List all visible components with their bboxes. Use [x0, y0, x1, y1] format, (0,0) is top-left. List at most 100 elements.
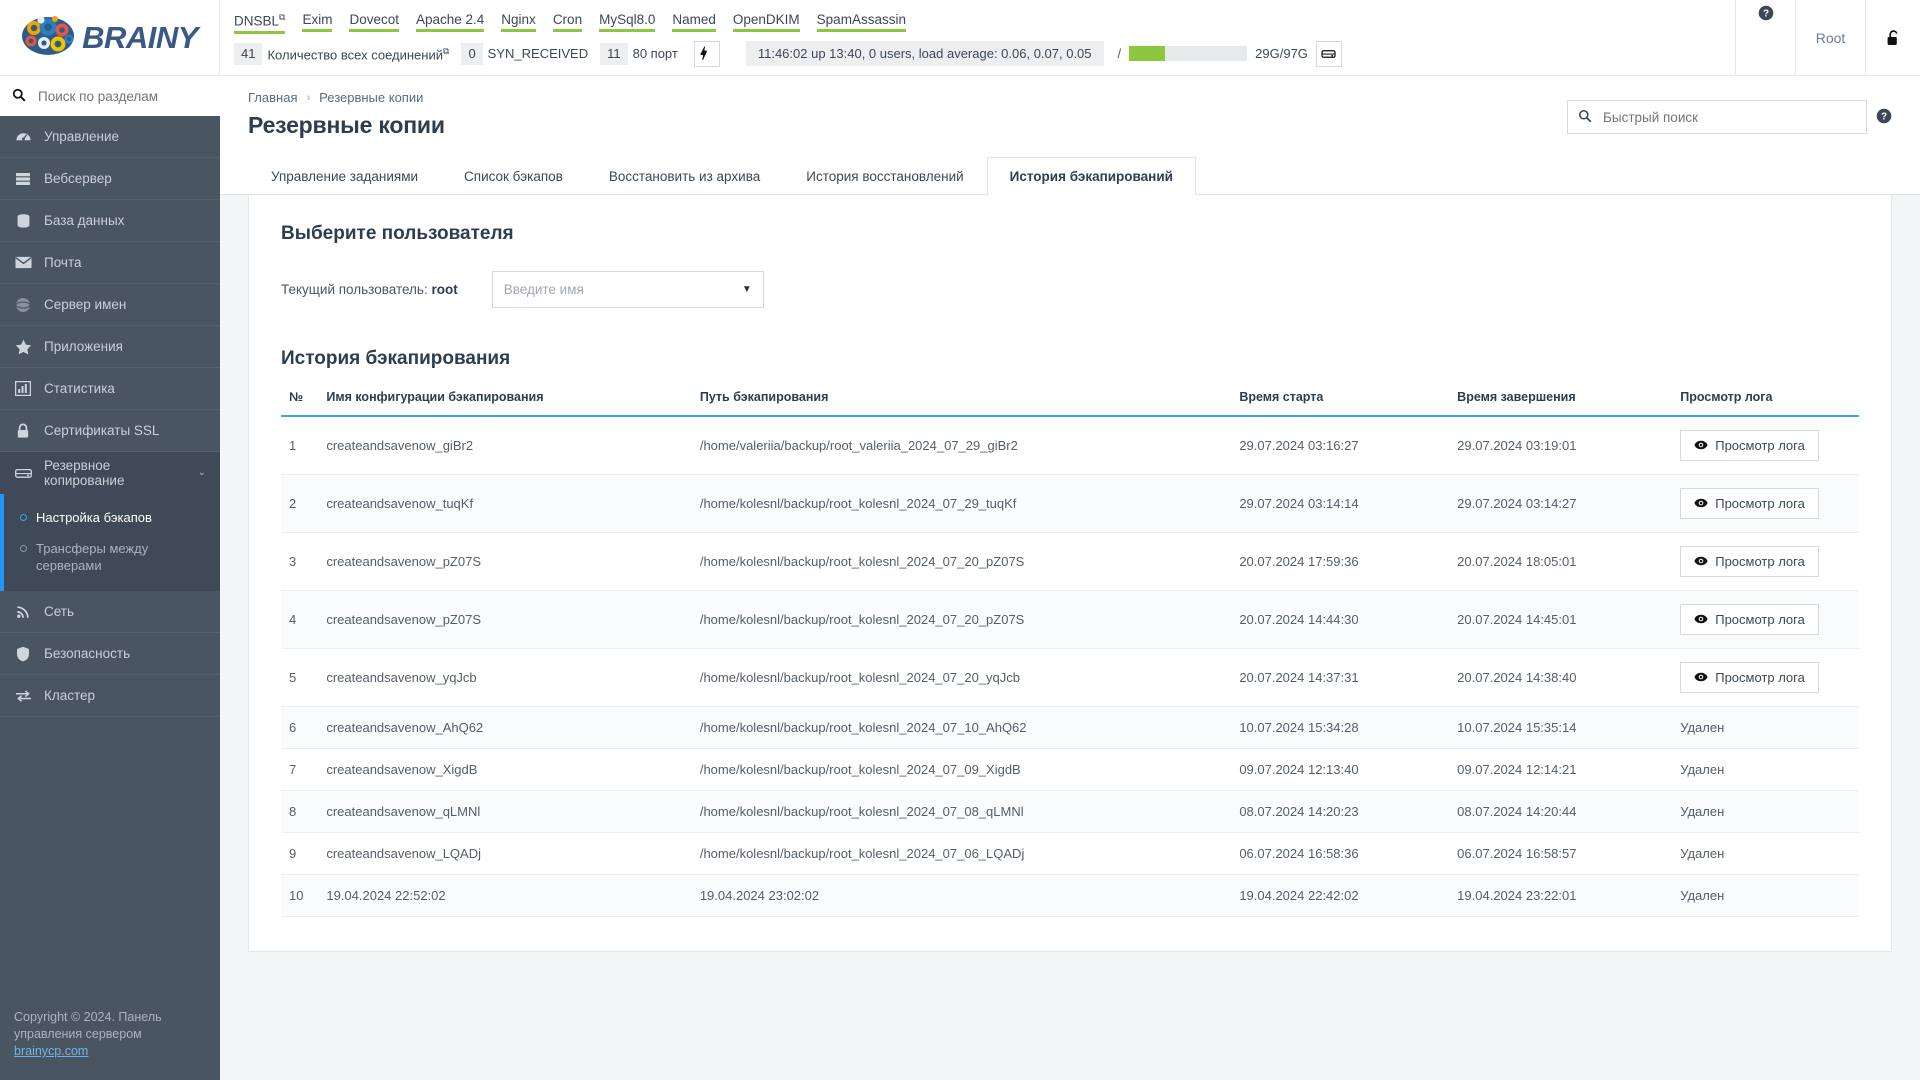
service-mysql[interactable]: MySql8.0 [599, 12, 656, 32]
cell-end-time: 29.07.2024 03:19:01 [1449, 416, 1673, 475]
eye-icon [1694, 554, 1708, 569]
current-user-value: root [431, 282, 458, 297]
cell-path: 19.04.2024 23:02:02 [691, 874, 1232, 917]
brainycp-link[interactable]: brainycp.com [14, 1044, 89, 1058]
service-opendkim[interactable]: OpenDKIM [732, 12, 800, 32]
cell-number: 10 [281, 874, 319, 917]
hdd-icon[interactable] [1315, 40, 1342, 67]
sidebar-label: Сервер имен [44, 297, 127, 312]
sidebar-item-mail[interactable]: Почта [0, 242, 220, 284]
breadcrumb-home[interactable]: Главная [248, 90, 298, 105]
view-log-button[interactable]: Просмотр лога [1680, 546, 1819, 577]
cell-number: 8 [281, 790, 319, 833]
col-header-config-name: Имя конфигурации бэкапирования [318, 390, 692, 417]
sidebar-item-security[interactable]: Безопасность [0, 633, 220, 675]
cell-number: 6 [281, 706, 319, 749]
sidebar-search-input[interactable] [36, 87, 208, 105]
sidebar-item-backup[interactable]: Резервное копирование ⌄ [0, 452, 220, 494]
view-log-button[interactable]: Просмотр лога [1680, 430, 1819, 461]
sidebar-item-ssl[interactable]: Сертификаты SSL [0, 410, 220, 452]
service-dovecot[interactable]: Dovecot [349, 12, 399, 32]
sidebar-label: Почта [44, 255, 82, 270]
sidebar-item-statistics[interactable]: Статистика [0, 368, 220, 410]
breadcrumb-separator: › [306, 91, 311, 104]
sidebar-label: Приложения [44, 339, 123, 354]
shield-icon [14, 646, 32, 662]
bullet-icon [20, 545, 27, 552]
help-circle-icon[interactable]: ? [1758, 5, 1774, 24]
sidebar-label: Резервное копирование [44, 457, 125, 488]
page-header-block: Главная › Резервные копии Резервные копи… [220, 76, 1920, 195]
exchange-icon [14, 689, 32, 703]
cell-end-time: 29.07.2024 03:14:27 [1449, 474, 1673, 533]
sidebar-label: База данных [44, 213, 125, 228]
view-log-button[interactable]: Просмотр лога [1680, 488, 1819, 519]
sidebar-item-management[interactable]: Управление [0, 116, 220, 158]
tab-restore-from-archive[interactable]: Восстановить из архива [608, 169, 761, 184]
search-icon [1578, 109, 1592, 126]
cell-config-name: createandsavenow_XigdB [318, 748, 692, 791]
tab-backup-history[interactable]: История бэкапирований [986, 157, 1196, 195]
service-named[interactable]: Named [672, 12, 716, 32]
quick-search-input[interactable] [1601, 108, 1856, 126]
sidebar-subitem-server-transfers[interactable]: Трансферы между серверами [4, 533, 220, 581]
user-select-dropdown[interactable]: Введите имя ▼ [491, 271, 764, 308]
view-log-label: Просмотр лога [1715, 438, 1805, 453]
table-row: 5 createandsavenow_yqJcb/home/kolesnl/bac… [281, 648, 1859, 707]
service-apache[interactable]: Apache 2.4 [415, 12, 485, 32]
breadcrumb: Главная › Резервные копии [248, 90, 445, 105]
table-row: 8 createandsavenow_qLMNl/home/kolesnl/bac… [281, 790, 1859, 833]
header-status: DNSBL⧉ Exim Dovecot Apache 2.4 Nginx Cro… [220, 0, 1735, 75]
chevron-down-icon: ⌄ [197, 467, 206, 478]
tab-restore-history[interactable]: История восстановлений [806, 169, 964, 184]
sidebar-item-cluster[interactable]: Кластер [0, 675, 220, 717]
service-spamassassin[interactable]: SpamAssassin [816, 12, 906, 32]
cell-start-time: 09.07.2024 12:13:40 [1231, 748, 1450, 791]
sidebar-search[interactable] [0, 76, 220, 116]
sidebar-subitem-backup-settings[interactable]: Настройка бэкапов [4, 502, 220, 533]
tab-job-management[interactable]: Управление заданиями [271, 169, 419, 184]
current-user-label[interactable]: Root [1795, 0, 1865, 75]
main-content: Главная › Резервные копии Резервные копи… [220, 76, 1920, 1080]
user-select-placeholder: Введите имя [503, 282, 584, 297]
cell-path: /home/valeriia/backup/root_valeriia_2024… [691, 416, 1232, 475]
cell-config-name: createandsavenow_yqJcb [318, 648, 692, 707]
unlock-icon[interactable] [1865, 0, 1920, 75]
brand-logo[interactable]: BRAINY [0, 0, 220, 75]
help-circle-icon[interactable]: ? [1876, 108, 1892, 127]
globe-icon [14, 297, 32, 313]
cell-end-time: 20.07.2024 18:05:01 [1449, 532, 1673, 591]
disk-usage-bar [1129, 46, 1248, 62]
table-header: № Имя конфигурации бэкапирования Путь бэ… [281, 390, 1859, 417]
sidebar-item-webserver[interactable]: Вебсервер [0, 158, 220, 200]
cell-config-name: createandsavenow_LQADj [318, 832, 692, 875]
stat-connections-label[interactable]: Количество всех соединений⧉ [267, 45, 450, 62]
sidebar-item-applications[interactable]: Приложения [0, 326, 220, 368]
bullet-icon [20, 514, 27, 521]
service-exim[interactable]: Exim [302, 12, 333, 32]
cell-log: Просмотр лога [1672, 590, 1859, 649]
cell-log: Просмотр лога [1672, 474, 1859, 533]
sidebar-item-network[interactable]: Сеть [0, 591, 220, 633]
view-log-button[interactable]: Просмотр лога [1680, 604, 1819, 635]
plug-icon[interactable] [693, 40, 720, 67]
service-dnsbl[interactable]: DNSBL⧉ [234, 10, 286, 34]
view-log-button[interactable]: Просмотр лога [1680, 662, 1819, 693]
sidebar-sublabel: Настройка бэкапов [36, 510, 152, 525]
sidebar-item-database[interactable]: База данных [0, 200, 220, 242]
col-header-end-time: Время завершения [1449, 390, 1673, 417]
service-nginx[interactable]: Nginx [501, 12, 536, 32]
service-cron[interactable]: Cron [552, 12, 583, 32]
sidebar-item-nameserver[interactable]: Сервер имен [0, 284, 220, 326]
view-log-label: Просмотр лога [1715, 554, 1805, 569]
sidebar-label: Вебсервер [44, 171, 112, 186]
tab-backup-list[interactable]: Список бэкапов [464, 169, 563, 184]
select-user-heading: Выберите пользователя [281, 223, 514, 244]
header-help[interactable]: ? [1735, 0, 1795, 75]
svg-text:?: ? [1762, 9, 1768, 20]
disk-usage: / 29G/97G [1118, 40, 1342, 67]
lock-icon [14, 423, 32, 439]
quick-search[interactable] [1567, 100, 1867, 134]
cell-start-time: 10.07.2024 15:34:28 [1231, 706, 1450, 749]
col-header-start-time: Время старта [1231, 390, 1450, 417]
